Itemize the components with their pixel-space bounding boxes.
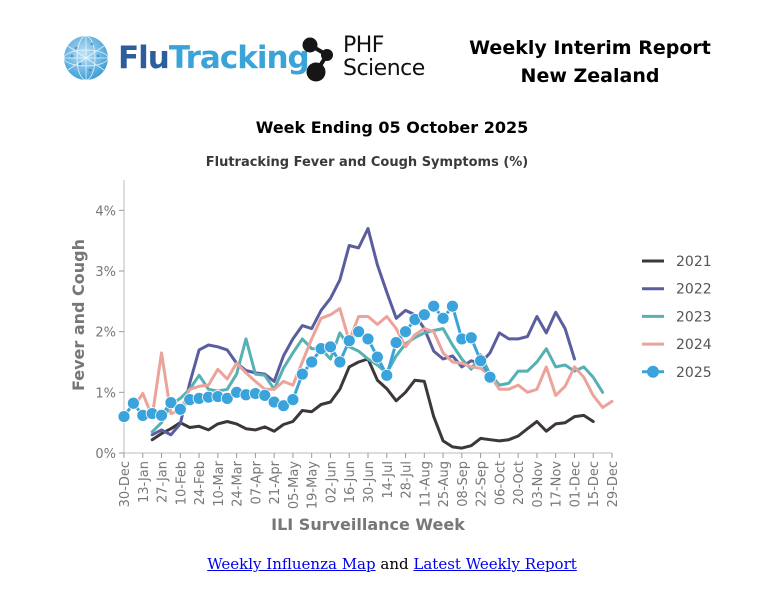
series-line-2024 bbox=[131, 307, 614, 419]
legend-label-2025: 2025 bbox=[676, 365, 712, 381]
chart-axes: 0% 1% 2% 3% 4% 30-Dec 13-Jan 27-Jan 10-Feb 24-Feb… bbox=[95, 180, 621, 509]
series-point-2025 bbox=[164, 396, 178, 410]
x-tick-label: 03-Nov bbox=[531, 461, 546, 508]
series-point-2025 bbox=[117, 410, 131, 424]
y-tick-label: 3% bbox=[95, 265, 116, 280]
x-tick-label: 29-Dec bbox=[606, 461, 621, 507]
x-tick-label: 22-Sep bbox=[475, 461, 490, 507]
legend-label-2022: 2022 bbox=[676, 282, 712, 298]
x-tick-label: 30-Dec bbox=[118, 461, 133, 507]
series-line-2022 bbox=[150, 227, 576, 437]
series-point-2025 bbox=[305, 355, 319, 369]
series-point-2025 bbox=[436, 311, 450, 325]
series-line-2023 bbox=[150, 327, 605, 434]
series-point-2025 bbox=[464, 331, 478, 345]
footer-links: Weekly Influenza Map and Latest Weekly R… bbox=[0, 555, 784, 573]
flutracking-wordmark: FluTracking bbox=[118, 40, 310, 76]
series-point-2025 bbox=[220, 391, 234, 405]
y-tick-label: 4% bbox=[95, 204, 116, 219]
legend-label-2023: 2023 bbox=[676, 309, 712, 325]
series-point-2025 bbox=[474, 354, 488, 368]
x-axis-label: ILI Surveillance Week bbox=[271, 515, 465, 534]
series-point-2025 bbox=[417, 308, 431, 322]
legend-label-2024: 2024 bbox=[676, 337, 712, 353]
series-point-2025 bbox=[446, 299, 459, 313]
series-point-2025 bbox=[126, 396, 140, 410]
chart-legend: 2021 2022 2023 2024 2025 bbox=[642, 254, 712, 381]
series-point-2025 bbox=[258, 388, 272, 402]
series-point-2025 bbox=[333, 355, 347, 369]
x-tick-label: 24-Mar bbox=[231, 460, 246, 506]
week-title: Week Ending 05 October 2025 bbox=[255, 118, 529, 137]
x-tick-label: 01-Dec bbox=[568, 461, 583, 507]
y-tick-label: 1% bbox=[95, 386, 116, 401]
series-point-2025 bbox=[286, 393, 300, 407]
x-tick-label: 21-Apr bbox=[268, 460, 283, 504]
latest-weekly-report-link[interactable]: Latest Weekly Report bbox=[413, 555, 577, 573]
x-tick-label: 28-Jul bbox=[400, 461, 415, 499]
y-tick-label: 0% bbox=[95, 447, 116, 462]
series-point-2025 bbox=[370, 350, 384, 364]
weekly-influenza-map-link[interactable]: Weekly Influenza Map bbox=[207, 555, 376, 573]
series-point-2025 bbox=[427, 299, 441, 313]
x-tick-label: 02-Jun bbox=[324, 461, 339, 503]
x-tick-label: 19-May bbox=[306, 461, 321, 509]
footer-connector: and bbox=[380, 555, 409, 573]
series-point-2025 bbox=[380, 368, 394, 382]
phf-science-logo bbox=[302, 37, 333, 82]
x-tick-label: 27-Jan bbox=[156, 461, 171, 503]
series-point-2025 bbox=[361, 332, 375, 346]
x-tick-label: 13-Jan bbox=[137, 461, 152, 503]
series-point-2025 bbox=[277, 399, 290, 413]
x-tick-label: 15-Dec bbox=[587, 461, 602, 507]
x-tick-label: 17-Nov bbox=[550, 461, 565, 508]
series-point-2025 bbox=[389, 336, 403, 349]
x-tick-label: 10-Feb bbox=[174, 461, 189, 505]
series-point-2025 bbox=[295, 367, 309, 381]
series-point-2025 bbox=[173, 402, 187, 416]
x-tick-label: 16-Jun bbox=[343, 461, 358, 503]
x-tick-label: 14-Jul bbox=[381, 461, 396, 499]
y-axis-label: Fever and Cough bbox=[69, 239, 88, 391]
flutracking-logo bbox=[63, 35, 109, 81]
series-line-2021 bbox=[150, 357, 595, 450]
x-tick-label: 08-Sep bbox=[456, 461, 471, 507]
legend-label-2021: 2021 bbox=[676, 254, 712, 270]
phf-science-wordmark: PHF Science bbox=[343, 33, 425, 81]
chart-title: Flutracking Fever and Cough Symptoms (%) bbox=[206, 155, 529, 170]
x-tick-label: 25-Aug bbox=[437, 461, 452, 507]
fever-cough-chart: Flutracking Fever and Cough Symptoms (%)… bbox=[69, 155, 712, 534]
x-tick-label: 07-Apr bbox=[249, 460, 264, 504]
chart-plot-area bbox=[117, 227, 614, 450]
x-tick-label: 10-Mar bbox=[212, 460, 227, 506]
x-tick-label: 11-Aug bbox=[418, 461, 433, 507]
legend-marker-2025 bbox=[647, 365, 659, 378]
series-point-2025 bbox=[399, 325, 412, 339]
x-tick-label: 05-May bbox=[287, 461, 302, 509]
series-point-2025 bbox=[483, 370, 497, 384]
series-point-2025 bbox=[155, 408, 168, 422]
x-tick-label: 30-Jun bbox=[362, 461, 377, 503]
series-point-2025 bbox=[324, 340, 337, 354]
x-tick-label: 20-Oct bbox=[512, 461, 527, 505]
series-point-2025 bbox=[342, 334, 356, 348]
report-title: Weekly Interim Report New Zealand bbox=[469, 37, 711, 87]
x-tick-label: 06-Oct bbox=[493, 461, 508, 505]
x-tick-label: 24-Feb bbox=[193, 461, 208, 505]
series-point-2025 bbox=[352, 325, 366, 339]
y-tick-label: 2% bbox=[95, 326, 116, 341]
